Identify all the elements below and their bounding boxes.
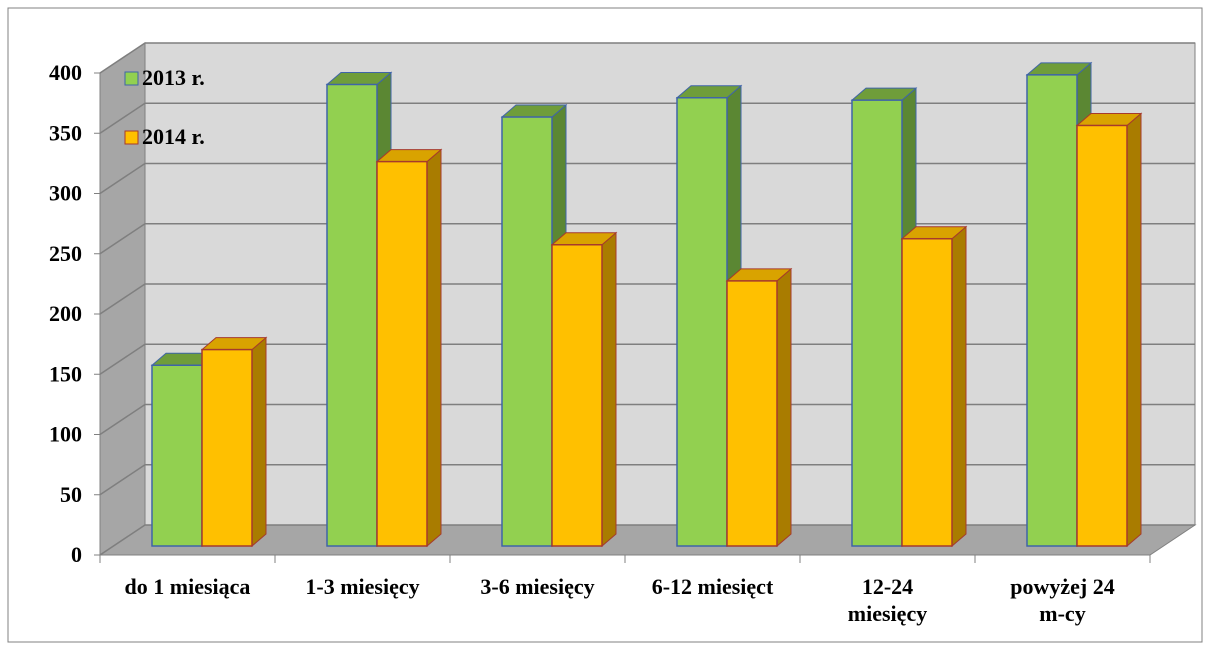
gridline	[99, 102, 1195, 134]
bar	[1026, 74, 1078, 547]
legend-label: 2013 r.	[142, 65, 205, 90]
bar-side	[426, 148, 442, 548]
bar	[676, 96, 728, 547]
gridline	[99, 283, 1195, 315]
y-tick-label: 300	[49, 181, 82, 206]
x-category-label: m-cy	[1039, 601, 1085, 626]
y-tick-label: 200	[49, 301, 82, 326]
y-tick-label: 50	[60, 482, 82, 507]
legend-swatch	[124, 130, 139, 145]
x-category-label: 6-12 miesięct	[652, 574, 774, 599]
y-tick-label: 100	[49, 422, 82, 447]
bar	[151, 364, 203, 547]
bar	[376, 160, 428, 547]
y-tick-label: 150	[49, 361, 82, 386]
bar	[501, 116, 553, 547]
legend-label: 2014 r.	[142, 124, 205, 149]
x-category-label: 1-3 miesięcy	[305, 574, 419, 599]
bar-side	[951, 225, 967, 548]
x-category-label: do 1 miesiąca	[125, 574, 251, 599]
bar	[1076, 124, 1128, 547]
bar	[326, 83, 378, 547]
y-tick-label: 350	[49, 120, 82, 145]
bar	[201, 348, 253, 547]
bar-side	[601, 231, 617, 548]
y-tick-label: 250	[49, 241, 82, 266]
bar-side	[251, 336, 267, 548]
bar	[851, 99, 903, 547]
x-category-label: 3-6 miesięcy	[480, 574, 594, 599]
gridline	[99, 162, 1195, 195]
bar-side	[776, 267, 792, 548]
bar	[901, 237, 953, 547]
gridline	[99, 464, 1195, 496]
legend-swatch	[124, 71, 139, 86]
gridline	[99, 343, 1195, 375]
gridline	[99, 42, 1195, 74]
bar	[551, 244, 603, 547]
x-category-label: miesięcy	[848, 601, 927, 626]
x-category-label: powyżej 24	[1010, 574, 1114, 599]
gridline	[99, 403, 1195, 436]
y-tick-label: 400	[49, 60, 82, 85]
bar-side	[1126, 112, 1142, 548]
x-category-label: 12-24	[862, 574, 913, 599]
bar	[726, 280, 778, 547]
gridline	[99, 223, 1195, 255]
y-tick-label: 0	[71, 542, 82, 567]
gridline	[99, 524, 1195, 556]
